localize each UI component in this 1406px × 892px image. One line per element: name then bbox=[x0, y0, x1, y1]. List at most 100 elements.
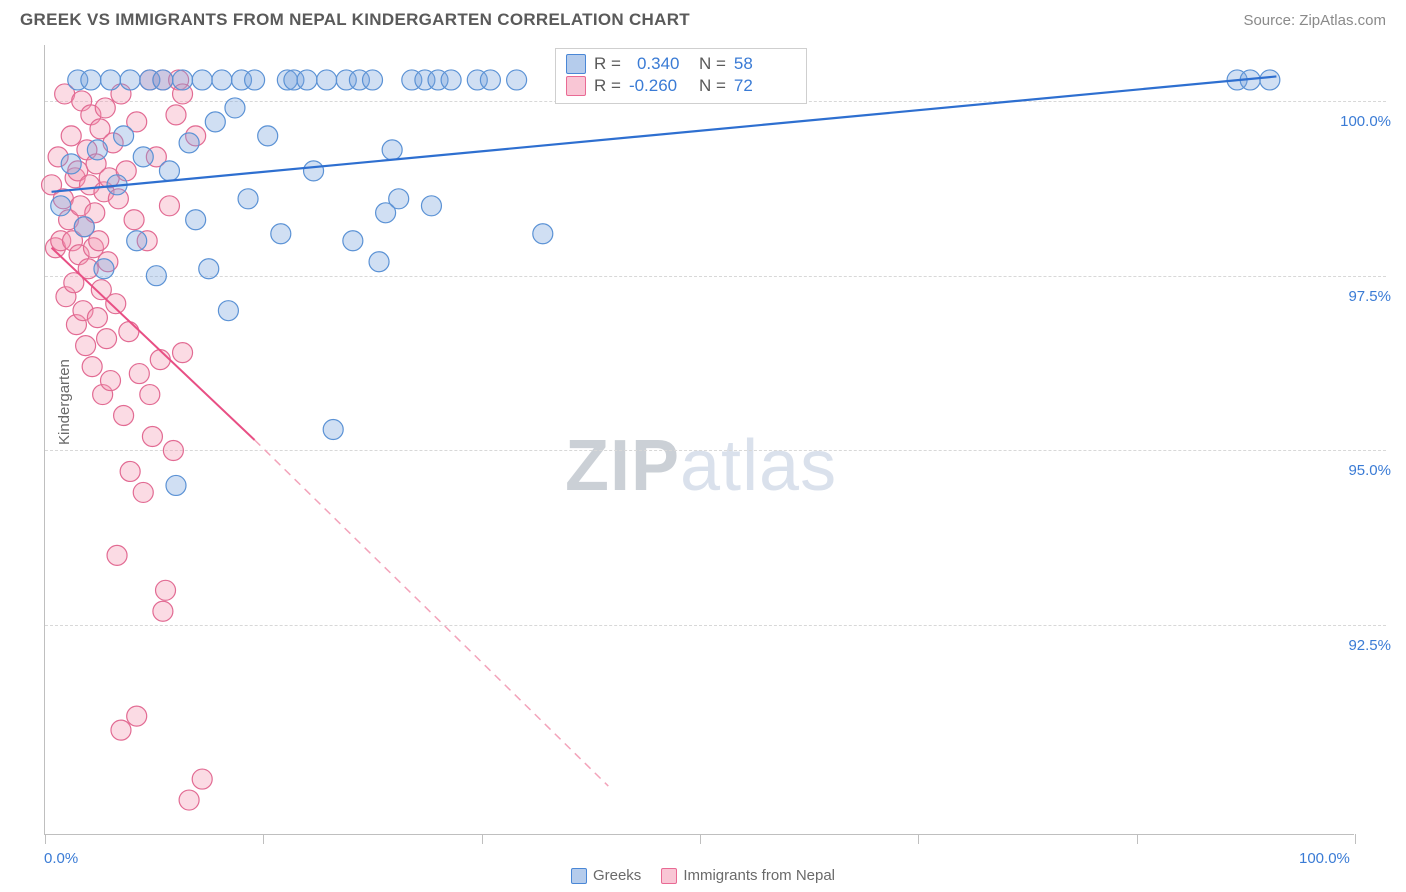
data-point bbox=[127, 706, 147, 726]
data-point bbox=[304, 161, 324, 181]
data-point bbox=[114, 126, 134, 146]
data-point bbox=[95, 98, 115, 118]
data-point bbox=[133, 147, 153, 167]
data-point bbox=[82, 357, 102, 377]
stats-box: R = 0.340 N = 58 R = -0.260 N = 72 bbox=[555, 48, 807, 104]
trend-line bbox=[255, 440, 609, 786]
data-point bbox=[179, 133, 199, 153]
data-point bbox=[107, 545, 127, 565]
data-point bbox=[212, 70, 232, 90]
data-point bbox=[146, 266, 166, 286]
y-tick-label: 92.5% bbox=[1348, 637, 1391, 654]
data-point bbox=[61, 154, 81, 174]
data-point bbox=[120, 70, 140, 90]
data-point bbox=[87, 140, 107, 160]
data-point bbox=[87, 308, 107, 328]
data-point bbox=[153, 70, 173, 90]
data-point bbox=[51, 196, 71, 216]
data-point bbox=[163, 440, 183, 460]
data-point bbox=[258, 126, 278, 146]
data-point bbox=[369, 252, 389, 272]
data-point bbox=[129, 364, 149, 384]
data-point bbox=[159, 161, 179, 181]
data-point bbox=[153, 601, 173, 621]
data-point bbox=[61, 126, 81, 146]
x-tick bbox=[263, 834, 264, 844]
data-point bbox=[166, 105, 186, 125]
data-point bbox=[94, 259, 114, 279]
data-point bbox=[1260, 70, 1280, 90]
data-point bbox=[343, 231, 363, 251]
x-tick bbox=[1137, 834, 1138, 844]
swatch-blue-icon bbox=[566, 54, 586, 74]
legend-swatch-blue-icon bbox=[571, 868, 587, 884]
data-point bbox=[238, 189, 258, 209]
data-point bbox=[76, 336, 96, 356]
data-point bbox=[114, 406, 134, 426]
data-point bbox=[192, 70, 212, 90]
data-point bbox=[205, 112, 225, 132]
data-point bbox=[101, 70, 121, 90]
data-point bbox=[97, 329, 117, 349]
chart-area: Kindergarten ZIPatlas R = 0.340 N = 58 R… bbox=[44, 45, 1386, 852]
data-point bbox=[101, 371, 121, 391]
data-point bbox=[382, 140, 402, 160]
data-point bbox=[156, 580, 176, 600]
data-point bbox=[142, 427, 162, 447]
data-point bbox=[124, 210, 144, 230]
data-point bbox=[119, 322, 139, 342]
data-point bbox=[127, 231, 147, 251]
data-point bbox=[199, 259, 219, 279]
data-point bbox=[150, 350, 170, 370]
data-point bbox=[111, 720, 131, 740]
y-tick-label: 95.0% bbox=[1348, 462, 1391, 479]
source-label: Source: ZipAtlas.com bbox=[1243, 12, 1386, 29]
legend: Greeks Immigrants from Nepal bbox=[0, 867, 1406, 884]
data-point bbox=[179, 790, 199, 810]
data-point bbox=[133, 482, 153, 502]
data-point bbox=[173, 70, 193, 90]
stats-row-greeks: R = 0.340 N = 58 bbox=[566, 53, 796, 75]
stats-row-nepal: R = -0.260 N = 72 bbox=[566, 75, 796, 97]
x-tick-label: 0.0% bbox=[44, 850, 78, 867]
data-point bbox=[363, 70, 383, 90]
data-point bbox=[159, 196, 179, 216]
data-point bbox=[507, 70, 527, 90]
legend-item-greeks: Greeks bbox=[571, 867, 641, 884]
data-point bbox=[271, 224, 291, 244]
swatch-pink-icon bbox=[566, 76, 586, 96]
chart-title: GREEK VS IMMIGRANTS FROM NEPAL KINDERGAR… bbox=[20, 10, 690, 30]
x-tick-label: 100.0% bbox=[1299, 850, 1350, 867]
x-tick bbox=[918, 834, 919, 844]
data-point bbox=[120, 461, 140, 481]
data-point bbox=[186, 210, 206, 230]
data-point bbox=[140, 385, 160, 405]
x-tick bbox=[1355, 834, 1356, 844]
data-point bbox=[173, 343, 193, 363]
data-point bbox=[225, 98, 245, 118]
x-tick bbox=[482, 834, 483, 844]
data-point bbox=[421, 196, 441, 216]
legend-swatch-pink-icon bbox=[661, 868, 677, 884]
data-point bbox=[480, 70, 500, 90]
data-point bbox=[297, 70, 317, 90]
x-tick bbox=[700, 834, 701, 844]
y-tick-label: 97.5% bbox=[1348, 288, 1391, 305]
data-point bbox=[533, 224, 553, 244]
data-point bbox=[166, 475, 186, 495]
data-point bbox=[323, 420, 343, 440]
data-point bbox=[441, 70, 461, 90]
data-point bbox=[218, 301, 238, 321]
x-tick bbox=[45, 834, 46, 844]
plot-area: ZIPatlas R = 0.340 N = 58 R = -0.260 N =… bbox=[44, 45, 1354, 835]
data-point bbox=[74, 217, 94, 237]
data-point bbox=[192, 769, 212, 789]
y-tick-label: 100.0% bbox=[1340, 113, 1391, 130]
scatter-svg bbox=[45, 45, 1355, 835]
legend-item-nepal: Immigrants from Nepal bbox=[661, 867, 835, 884]
data-point bbox=[245, 70, 265, 90]
data-point bbox=[317, 70, 337, 90]
data-point bbox=[81, 70, 101, 90]
data-point bbox=[106, 294, 126, 314]
data-point bbox=[389, 189, 409, 209]
